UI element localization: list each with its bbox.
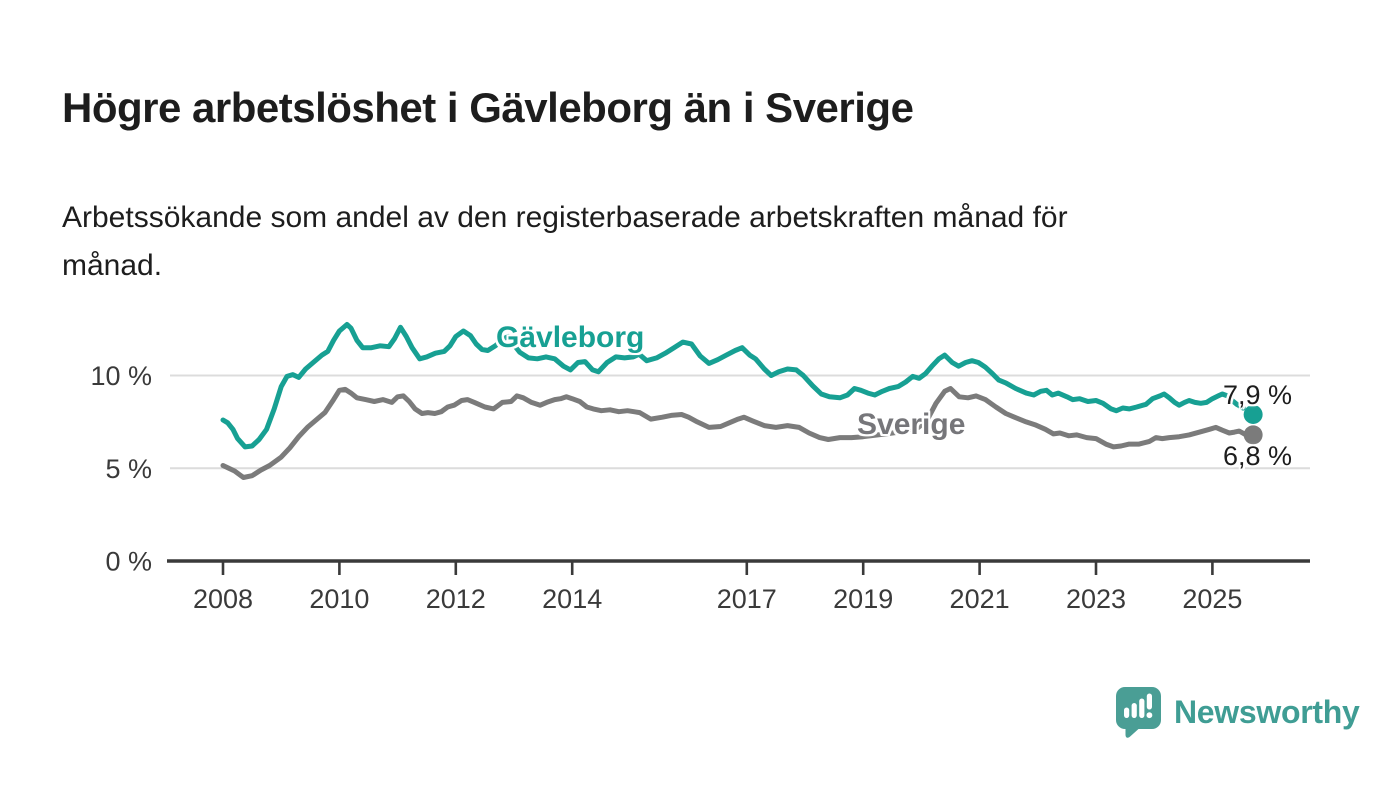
x-tick-label: 2019 (833, 584, 893, 614)
speech-bubble-shape (1116, 687, 1161, 738)
y-tick-label: 10 % (90, 361, 152, 391)
series-label-sverige: Sverige (857, 408, 966, 441)
x-tick-label: 2008 (193, 584, 253, 614)
page-title: Högre arbetslöshet i Gävleborg än i Sver… (62, 84, 914, 132)
y-tick-label: 5 % (105, 454, 152, 484)
series-end-dot-Sverige (1243, 425, 1263, 445)
exclamation-stem (1146, 693, 1152, 710)
x-tick-label: 2012 (426, 584, 486, 614)
x-tick-label: 2023 (1066, 584, 1126, 614)
brand-name: Newsworthy (1174, 693, 1360, 730)
x-tick-label: 2014 (542, 584, 602, 614)
bar-large (1139, 698, 1145, 718)
end-value-label-gavleborg: 7,9 % (1223, 380, 1293, 410)
x-tick-label: 2021 (950, 584, 1010, 614)
brand-footer: Newsworthy (1115, 686, 1360, 738)
bar-small (1124, 707, 1130, 718)
exclamation-dot (1146, 712, 1153, 719)
series-line-Gävleborg (220, 322, 1244, 450)
x-tick-label: 2010 (309, 584, 369, 614)
x-tick-label: 2017 (717, 584, 777, 614)
page-subtitle: Arbetssökande som andel av den registerb… (62, 201, 1068, 282)
series-label-gavleborg: Gävleborg (496, 321, 645, 354)
x-tick-label: 2025 (1182, 584, 1242, 614)
y-tick-label: 0 % (105, 547, 152, 577)
bar-medium (1131, 703, 1137, 718)
newsworthy-logo-icon (1116, 687, 1161, 738)
end-value-label-sverige: 6,8 % (1223, 441, 1293, 471)
series-line-Sverige (220, 386, 1247, 480)
series-end-dot-Gävleborg (1243, 404, 1263, 424)
